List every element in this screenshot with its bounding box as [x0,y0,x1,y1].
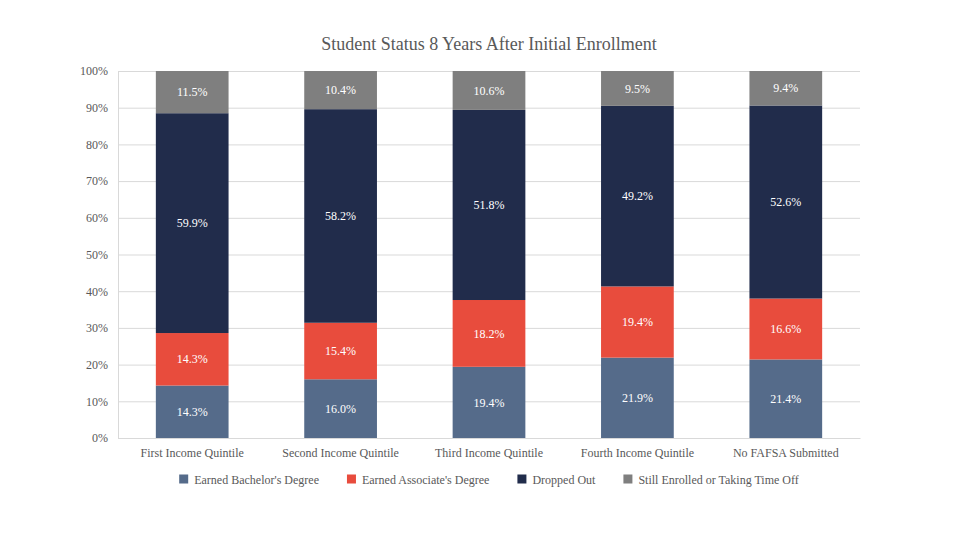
x-tick-label: Second Income Quintile [282,446,399,460]
y-tick-label: 60% [86,211,108,225]
x-tick: Fourth Income Quintile [581,438,694,460]
chart: Student Status 8 Years After Initial Enr… [0,0,960,540]
bar-segment [453,110,526,300]
data-label: 21.4% [770,392,801,406]
legend-swatch [179,475,188,484]
data-label: 18.2% [474,327,505,341]
data-label: 14.3% [177,405,208,419]
bar-segment [156,333,229,385]
data-label: 59.9% [177,216,208,230]
bar-segment [453,71,526,110]
data-label: 9.5% [625,82,650,96]
x-tick: Second Income Quintile [282,438,399,460]
y-tick-label: 70% [86,174,108,188]
bar-segment [601,358,674,438]
bars [156,71,822,438]
series [156,105,822,333]
y-axis: 0% 10% 20% 30% 40% 50% 60% 70% 80% 90% 100% [80,64,860,445]
bar-segment [304,109,377,323]
data-label: 21.9% [622,391,653,405]
data-label: 58.2% [325,209,356,223]
legend-label: Dropped Out [532,473,596,487]
bar-segment [304,323,377,380]
data-label: 10.4% [325,83,356,97]
bar-segment [304,71,377,109]
y-tick-label: 10% [86,395,108,409]
data-label: 52.6% [770,195,801,209]
x-tick-label: No FAFSA Submitted [733,446,839,460]
bar-segment [749,299,822,360]
grid-line [118,438,860,439]
y-tick-label: 20% [86,358,108,372]
series [156,71,822,113]
bar-segment [156,71,229,113]
data-label: 10.6% [474,84,505,98]
y-tick-label: 100% [80,64,108,78]
legend-item: Earned Bachelor's Degree [179,473,319,487]
series [156,358,822,438]
bar-segment [156,386,229,438]
x-tick-label: Fourth Income Quintile [581,446,694,460]
legend-swatch [623,475,632,484]
legend-label: Still Enrolled or Taking Time Off [638,473,798,487]
legend-item: Dropped Out [517,473,596,487]
bar-segment [601,106,674,287]
bar-segment [304,379,377,438]
data-label: 11.5% [177,85,208,99]
data-label: 19.4% [622,315,653,329]
data-label: 51.8% [474,198,505,212]
y-tick-label: 80% [86,138,108,152]
bar-segment [749,105,822,298]
data-label: 49.2% [622,189,653,203]
x-axis: First Income Quintile Second Income Quint… [119,438,861,460]
bar-segment [453,367,526,438]
legend-label: Earned Associate's Degree [362,473,489,487]
data-label: 9.4% [773,81,798,95]
bar-segment [601,286,674,357]
y-tick-label: 40% [86,285,108,299]
y-tick-label: 90% [86,101,108,115]
y-tick-label: 0% [92,431,108,445]
x-tick-label: Third Income Quintile [435,446,543,460]
bar-segment [749,359,822,438]
y-tick-label: 50% [86,248,108,262]
x-tick-label: First Income Quintile [141,446,244,460]
data-labels: 14.3% 16.0% 19.4% 21.9% 21.4% 14.3% 15.4% 18.2%… [177,81,802,419]
data-label: 16.6% [770,322,801,336]
bar-segment [601,71,674,106]
legend-item: Earned Associate's Degree [347,473,489,487]
bar-segment [156,113,229,333]
data-label: 16.0% [325,402,356,416]
legend-swatch [347,475,356,484]
legend-swatch [517,475,526,484]
bar-segment [749,71,822,105]
x-axis-line [119,438,861,439]
x-tick: No FAFSA Submitted [733,438,839,460]
legend: Earned Bachelor's Degree Earned Associate… [179,473,799,487]
series [156,286,822,385]
legend-item: Still Enrolled or Taking Time Off [623,473,798,487]
y-tick-label: 30% [86,321,108,335]
data-label: 14.3% [177,352,208,366]
legend-label: Earned Bachelor's Degree [194,473,319,487]
bar-segment [453,300,526,367]
data-label: 15.4% [325,344,356,358]
data-label: 19.4% [474,396,505,410]
x-tick: First Income Quintile [141,438,244,460]
title: Student Status 8 Years After Initial Enr… [321,34,656,54]
x-tick: Third Income Quintile [435,438,543,460]
